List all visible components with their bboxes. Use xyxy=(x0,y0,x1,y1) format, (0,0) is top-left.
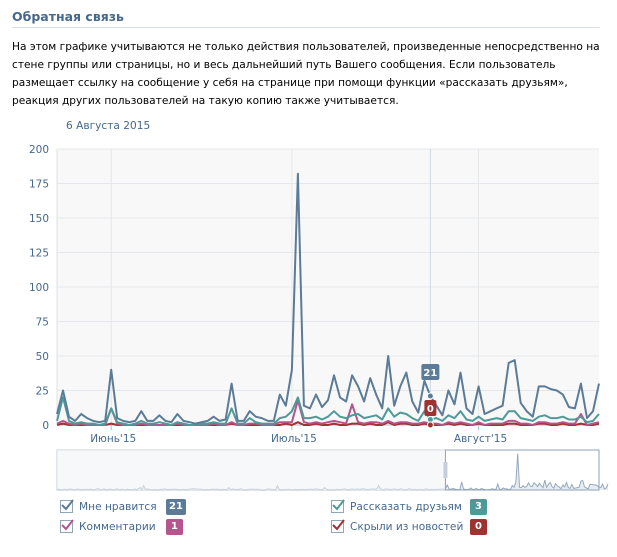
series-line-2 xyxy=(56,396,600,426)
feedback-chart[interactable]: 0 25 50 75 100 125 150 175 200 Июнь'15 Июль'15 Авг… xyxy=(0,0,617,500)
legend-likes-count: 21 xyxy=(166,499,186,515)
title-divider xyxy=(12,27,600,28)
section-title: Обратная связь xyxy=(12,9,124,24)
y-tick-label: 50 xyxy=(36,351,49,363)
legend-shares[interactable]: Рассказать друзьям 3 xyxy=(331,499,487,515)
legend-hidden-count: 0 xyxy=(470,519,487,535)
y-tick-label: 200 xyxy=(29,144,49,156)
hover-markers: 21 0 xyxy=(421,364,440,429)
y-tick-label: 125 xyxy=(29,248,49,260)
y-tick-label: 175 xyxy=(29,179,49,191)
series-line-3 xyxy=(56,399,600,426)
series-line-1 xyxy=(56,172,600,425)
x-tick-label: Август'15 xyxy=(454,433,507,445)
legend-comments-label: Комментарии xyxy=(79,520,156,533)
section-description: На этом графике учитываются не только де… xyxy=(12,41,600,107)
legend-shares-count: 3 xyxy=(470,499,487,515)
legend-comments-count: 1 xyxy=(166,519,183,535)
y-tick-label: 100 xyxy=(29,282,49,294)
y-axis: 0 25 50 75 100 125 150 175 200 xyxy=(29,144,49,432)
x-tick-label: Июнь'15 xyxy=(90,433,136,445)
y-tick-label: 25 xyxy=(36,386,49,398)
hover-point-likes xyxy=(426,392,434,400)
checkbox-shares[interactable] xyxy=(331,499,345,513)
y-tick-label: 75 xyxy=(36,317,49,329)
legend-likes[interactable]: Мне нравится 21 xyxy=(60,499,186,515)
hover-badge-likes xyxy=(421,364,440,381)
hover-date-label: 6 Августа 2015 xyxy=(66,120,151,132)
chart-series xyxy=(56,172,600,426)
navigator-handle-left xyxy=(443,462,448,478)
legend-shares-label: Рассказать друзьям xyxy=(350,500,462,513)
navigator-shade-left xyxy=(57,450,446,490)
y-tick-label: 0 xyxy=(42,420,49,432)
checkbox-comments[interactable] xyxy=(60,519,74,533)
legend-hidden-label: Скрыли из новостей xyxy=(350,520,464,533)
x-axis: Июнь'15 Июль'15 Август'15 xyxy=(90,425,507,445)
hover-badge-likes-text: 21 xyxy=(423,368,437,379)
x-tick-label: Июль'15 xyxy=(271,433,317,445)
hover-badge-hidden xyxy=(424,400,437,416)
legend-hidden[interactable]: Скрыли из новостей 0 xyxy=(331,519,487,535)
checkbox-hidden[interactable] xyxy=(331,519,345,533)
range-navigator[interactable] xyxy=(56,449,609,491)
legend-likes-label: Мне нравится xyxy=(79,500,157,513)
hover-point-hidden xyxy=(426,421,434,429)
y-tick-label: 150 xyxy=(29,213,49,225)
legend-comments[interactable]: Комментарии 1 xyxy=(60,519,183,535)
hover-badge-hidden-text: 0 xyxy=(427,404,434,415)
checkbox-likes[interactable] xyxy=(60,499,74,513)
